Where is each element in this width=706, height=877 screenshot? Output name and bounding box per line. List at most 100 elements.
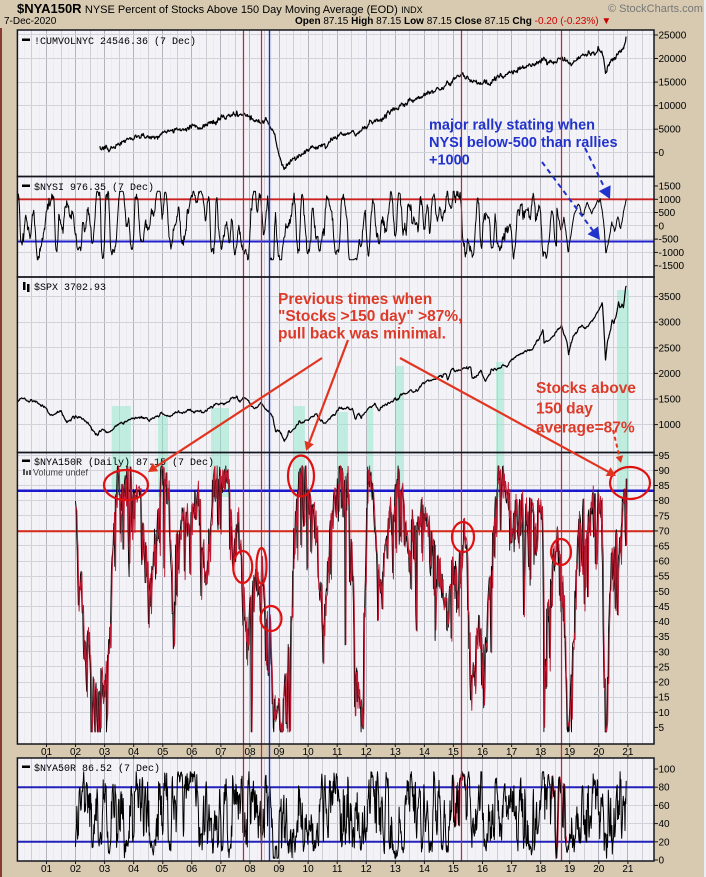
svg-text:18: 18 xyxy=(535,864,547,875)
svg-text:16: 16 xyxy=(477,747,489,758)
svg-text:15: 15 xyxy=(659,693,671,704)
svg-text:$SPX 3702.93: $SPX 3702.93 xyxy=(34,282,106,294)
svg-text:1500: 1500 xyxy=(659,182,682,193)
svg-text:95: 95 xyxy=(659,451,671,462)
svg-text:60: 60 xyxy=(659,557,671,568)
svg-text:05: 05 xyxy=(157,864,169,875)
svg-text:04: 04 xyxy=(128,747,140,758)
svg-text:65: 65 xyxy=(659,542,671,553)
svg-text:80: 80 xyxy=(659,496,671,507)
svg-text:3500: 3500 xyxy=(659,292,682,303)
svg-text:$NYA150R (Daily) 87.15 (7 Dec): $NYA150R (Daily) 87.15 (7 Dec) xyxy=(34,457,214,469)
svg-text:"Stocks >150 day" >87%,: "Stocks >150 day" >87%, xyxy=(278,308,462,325)
svg-text:11: 11 xyxy=(332,864,343,875)
svg-text:20: 20 xyxy=(593,864,605,875)
svg-text:19: 19 xyxy=(564,747,576,758)
svg-text:20: 20 xyxy=(659,678,671,689)
svg-text:25000: 25000 xyxy=(659,31,687,42)
svg-text:5: 5 xyxy=(659,723,665,734)
svg-text:50: 50 xyxy=(659,587,671,598)
svg-text:06: 06 xyxy=(186,864,198,875)
svg-text:Stocks above: Stocks above xyxy=(536,380,636,397)
svg-text:1000: 1000 xyxy=(659,195,682,206)
svg-text:!CUMVOLNYC 24546.36 (7 Dec): !CUMVOLNYC 24546.36 (7 Dec) xyxy=(34,36,196,48)
svg-text:17: 17 xyxy=(506,747,518,758)
svg-text:12: 12 xyxy=(361,864,373,875)
svg-text:70: 70 xyxy=(659,526,671,537)
svg-text:13: 13 xyxy=(390,864,402,875)
svg-text:09: 09 xyxy=(273,864,285,875)
svg-text:14: 14 xyxy=(419,864,431,875)
svg-text:2500: 2500 xyxy=(659,343,682,354)
svg-text:09: 09 xyxy=(273,747,285,758)
svg-text:-1000: -1000 xyxy=(659,248,685,259)
svg-text:15: 15 xyxy=(448,864,460,875)
svg-text:40: 40 xyxy=(659,819,671,830)
svg-text:25: 25 xyxy=(659,662,671,673)
svg-text:55: 55 xyxy=(659,572,671,583)
svg-text:17: 17 xyxy=(506,864,518,875)
svg-text:10: 10 xyxy=(659,708,671,719)
svg-text:03: 03 xyxy=(99,747,111,758)
svg-text:10: 10 xyxy=(303,864,315,875)
svg-text:average=87%: average=87% xyxy=(536,420,635,437)
svg-text:16: 16 xyxy=(477,864,489,875)
svg-text:85: 85 xyxy=(659,481,671,492)
svg-text:45: 45 xyxy=(659,602,671,613)
svg-text:04: 04 xyxy=(128,864,140,875)
svg-text:3000: 3000 xyxy=(659,318,682,329)
svg-text:+1000: +1000 xyxy=(429,153,470,169)
svg-text:01: 01 xyxy=(41,747,53,758)
svg-text:20: 20 xyxy=(593,747,605,758)
svg-text:03: 03 xyxy=(99,864,111,875)
svg-text:21: 21 xyxy=(622,747,634,758)
svg-text:90: 90 xyxy=(659,466,671,477)
svg-text:06: 06 xyxy=(186,747,198,758)
svg-text:08: 08 xyxy=(244,747,256,758)
svg-text:$NYA50R 86.52 (7 Dec): $NYA50R 86.52 (7 Dec) xyxy=(34,763,160,775)
svg-text:$NYSI 976.35 (7 Dec): $NYSI 976.35 (7 Dec) xyxy=(34,182,154,194)
svg-text:60: 60 xyxy=(659,801,671,812)
svg-text:40: 40 xyxy=(659,617,671,628)
svg-text:-500: -500 xyxy=(659,235,679,246)
svg-text:14: 14 xyxy=(419,747,431,758)
svg-text:02: 02 xyxy=(70,864,82,875)
svg-text:75: 75 xyxy=(659,511,671,522)
svg-text:07: 07 xyxy=(215,747,227,758)
svg-text:Volume undef: Volume undef xyxy=(33,468,89,478)
svg-text:35: 35 xyxy=(659,632,671,643)
svg-text:15: 15 xyxy=(448,747,460,758)
svg-text:12: 12 xyxy=(361,747,373,758)
svg-text:18: 18 xyxy=(535,747,547,758)
svg-text:80: 80 xyxy=(659,783,671,794)
svg-text:0: 0 xyxy=(659,856,665,867)
svg-text:08: 08 xyxy=(244,864,256,875)
svg-text:major rally stating when: major rally stating when xyxy=(429,118,595,134)
svg-text:1500: 1500 xyxy=(659,395,682,406)
svg-text:19: 19 xyxy=(564,864,576,875)
svg-text:2000: 2000 xyxy=(659,369,682,380)
svg-text:500: 500 xyxy=(659,208,676,219)
svg-text:100: 100 xyxy=(659,765,676,776)
svg-text:20000: 20000 xyxy=(659,54,687,65)
svg-text:20: 20 xyxy=(659,837,671,848)
svg-text:150 day: 150 day xyxy=(536,401,593,418)
svg-text:21: 21 xyxy=(622,864,634,875)
svg-text:05: 05 xyxy=(157,747,169,758)
svg-text:10: 10 xyxy=(303,747,315,758)
svg-text:0: 0 xyxy=(659,148,665,159)
svg-text:NYSI below-500 than rallies: NYSI below-500 than rallies xyxy=(429,135,618,151)
svg-text:0: 0 xyxy=(659,221,665,232)
svg-text:10000: 10000 xyxy=(659,101,687,112)
svg-text:07: 07 xyxy=(215,864,227,875)
svg-text:13: 13 xyxy=(390,747,402,758)
svg-text:-1500: -1500 xyxy=(659,261,685,272)
svg-text:11: 11 xyxy=(332,747,343,758)
svg-text:15000: 15000 xyxy=(659,78,687,89)
svg-text:30: 30 xyxy=(659,647,671,658)
svg-text:01: 01 xyxy=(41,864,53,875)
svg-text:pull back was minimal.: pull back was minimal. xyxy=(278,326,446,343)
svg-text:5000: 5000 xyxy=(659,125,682,136)
svg-text:02: 02 xyxy=(70,747,82,758)
svg-text:Previous times when: Previous times when xyxy=(278,291,432,308)
